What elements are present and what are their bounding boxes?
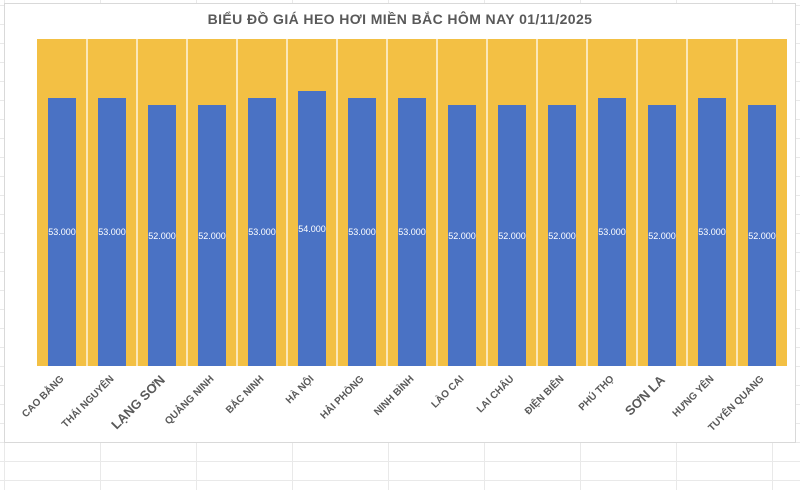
bar — [198, 105, 226, 366]
bar-value-label: 52.000 — [498, 231, 526, 241]
bar-value-label: 53.000 — [248, 227, 276, 237]
bar-category: 52.000 — [187, 39, 237, 366]
bar-category: 52.000 — [487, 39, 537, 366]
bar — [298, 91, 326, 366]
bar-value-label: 52.000 — [448, 231, 476, 241]
chart-frame: BIỂU ĐỒ GIÁ HEO HƠI MIỀN BẮC HÔM NAY 01/… — [4, 3, 796, 443]
bar — [648, 105, 676, 366]
bar-value-label: 53.000 — [98, 227, 126, 237]
bar — [398, 98, 426, 366]
bar-category: 53.000 — [387, 39, 437, 366]
category-separator-gridline — [636, 39, 638, 366]
bar — [748, 105, 776, 366]
bar-value-label: 53.000 — [398, 227, 426, 237]
bar-category: 53.000 — [87, 39, 137, 366]
bar-category: 52.000 — [137, 39, 187, 366]
category-separator-gridline — [486, 39, 488, 366]
bar — [498, 105, 526, 366]
bar-value-label: 52.000 — [148, 231, 176, 241]
bar — [98, 98, 126, 366]
bar-category: 53.000 — [337, 39, 387, 366]
bar-value-label: 52.000 — [748, 231, 776, 241]
chart-title: BIỂU ĐỒ GIÁ HEO HƠI MIỀN BẮC HÔM NAY 01/… — [207, 11, 593, 27]
category-separator-gridline — [286, 39, 288, 366]
category-separator-gridline — [686, 39, 688, 366]
bar-value-label: 53.000 — [348, 227, 376, 237]
plot-area: 53.000 53.000 52.000 52.000 53.000 54.000 53.0… — [37, 39, 787, 366]
bar-value-label: 53.000 — [598, 227, 626, 237]
bar-category: 53.000 — [587, 39, 637, 366]
bar-value-label: 52.000 — [548, 231, 576, 241]
category-separator-gridline — [336, 39, 338, 366]
category-separator-gridline — [736, 39, 738, 366]
bar — [598, 98, 626, 366]
bar-category: 52.000 — [537, 39, 587, 366]
bar — [248, 98, 276, 366]
category-separator-gridline — [586, 39, 588, 366]
category-separator-gridline — [536, 39, 538, 366]
category-separator-gridline — [236, 39, 238, 366]
bar-category: 53.000 — [237, 39, 287, 366]
bar-category: 53.000 — [687, 39, 737, 366]
bar — [698, 98, 726, 366]
bar-value-label: 52.000 — [198, 231, 226, 241]
bar-category: 52.000 — [637, 39, 687, 366]
spreadsheet-canvas: { "chart_data": { "type": "bar", "title"… — [0, 0, 800, 456]
bar — [148, 105, 176, 366]
bar-value-label: 53.000 — [698, 227, 726, 237]
bar — [548, 105, 576, 366]
bar-value-label: 53.000 — [48, 227, 76, 237]
bar-category: 52.000 — [737, 39, 787, 366]
bar-category: 53.000 — [37, 39, 87, 366]
bar-value-label: 52.000 — [648, 231, 676, 241]
bar — [448, 105, 476, 366]
bar-category: 54.000 — [287, 39, 337, 366]
bar — [348, 98, 376, 366]
category-separator-gridline — [136, 39, 138, 366]
category-separator-gridline — [386, 39, 388, 366]
category-separator-gridline — [86, 39, 88, 366]
bar-category: 52.000 — [437, 39, 487, 366]
category-separator-gridline — [186, 39, 188, 366]
bar-value-label: 54.000 — [298, 224, 326, 234]
category-separator-gridline — [436, 39, 438, 366]
bar — [48, 98, 76, 366]
